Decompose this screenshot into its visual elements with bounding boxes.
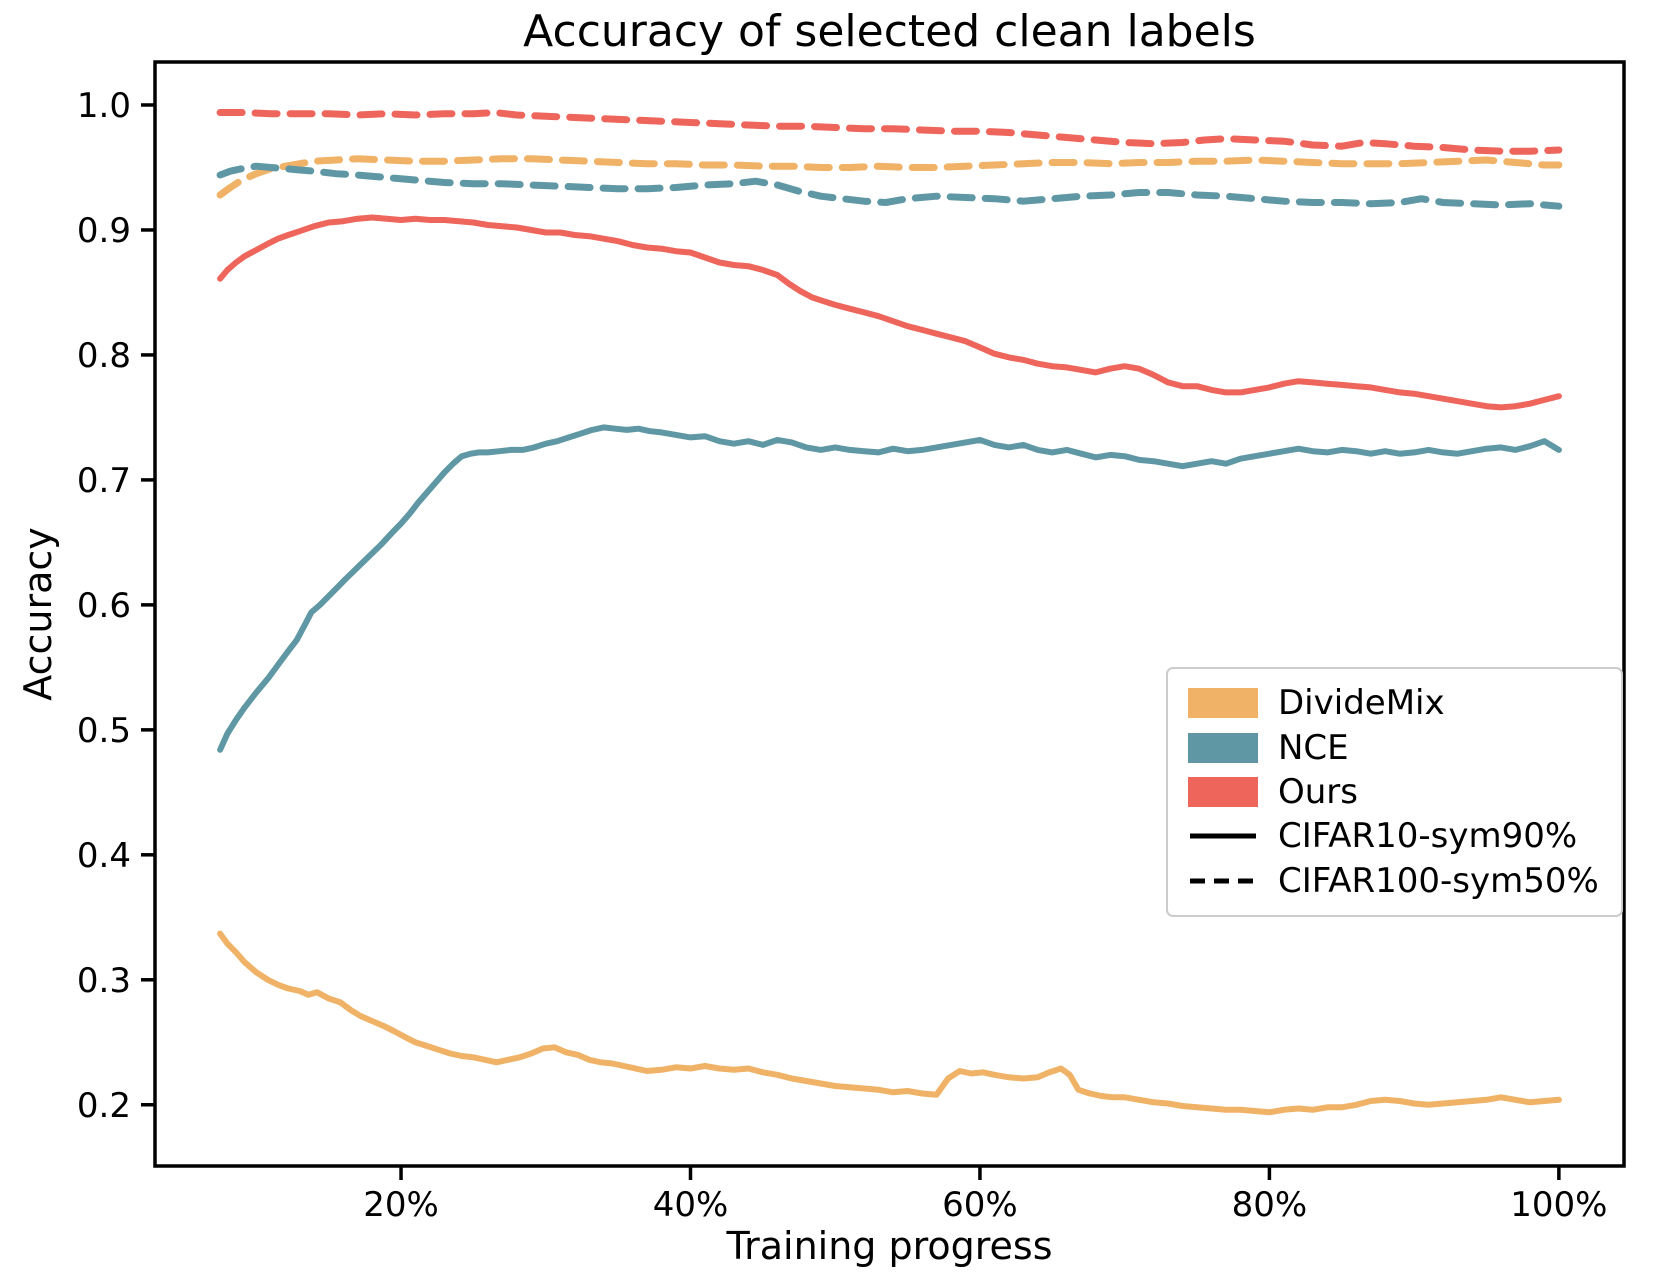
legend-solid-line-icon [1190, 833, 1256, 839]
y-tick-label: 0.7 [77, 461, 131, 501]
legend-label-ours: Ours [1278, 772, 1359, 813]
series-line-nce-cifar10sym90 [217, 424, 1562, 753]
x-tick-label: 20% [363, 1185, 439, 1225]
legend-label-cifar100-sym50: CIFAR100-sym50% [1278, 860, 1599, 901]
y-tick-label: 0.4 [77, 836, 131, 876]
chart-title: Accuracy of selected clean labels [523, 6, 1256, 57]
x-axis-label: Training progress [726, 1224, 1053, 1268]
series-line-nce-cifar100sym50 [216, 162, 1563, 210]
y-tick-label: 0.9 [77, 211, 131, 251]
legend-swatch-ours-icon [1188, 777, 1258, 808]
legend-item-nce: NCE [1188, 725, 1599, 769]
series-group [216, 109, 1563, 1116]
x-tick-label: 40% [653, 1185, 729, 1225]
legend: DivideMix NCE Ours CIFAR10-sym90% CIFAR1… [1166, 667, 1623, 917]
legend-item-cifar100-sym50: CIFAR100-sym50% [1188, 859, 1599, 903]
y-tick-label: 0.5 [77, 711, 131, 751]
legend-label-nce: NCE [1278, 727, 1349, 768]
legend-dashed-line-icon [1190, 878, 1256, 884]
series-line-ours-cifar100sym50 [216, 109, 1563, 155]
legend-item-ours: Ours [1188, 770, 1599, 814]
y-tick-label: 0.2 [77, 1086, 131, 1126]
y-tick-label: 0.8 [77, 336, 131, 376]
legend-swatch-rect [1188, 777, 1258, 808]
y-axis-label: Accuracy [16, 527, 60, 701]
legend-item-dividemix: DivideMix [1188, 681, 1599, 725]
x-tick-label: 60% [942, 1185, 1018, 1225]
series-line-dividemix-cifar100sym50 [216, 155, 1563, 199]
x-tick-label: 80% [1232, 1185, 1308, 1225]
legend-label-dividemix: DivideMix [1278, 683, 1445, 724]
y-tick-label: 1.0 [77, 86, 131, 126]
x-tick-label: 100% [1510, 1185, 1607, 1225]
legend-swatch-rect [1188, 732, 1258, 763]
legend-swatch-rect [1188, 688, 1258, 719]
axes-frame [153, 60, 1626, 1168]
y-tick-label: 0.3 [77, 961, 131, 1001]
series-line-dividemix-cifar10sym90 [217, 930, 1562, 1116]
ticks-group: 20% 40% 60% 80% 100% 0.2 0.3 0.4 0.5 0.6 0.7 0.8 0.9… [77, 86, 1608, 1225]
y-tick-label: 0.6 [77, 586, 131, 626]
series-line-ours-cifar10sym90 [217, 214, 1562, 411]
legend-label-cifar10-sym90: CIFAR10-sym90% [1278, 816, 1578, 857]
legend-swatch-dividemix-icon [1188, 688, 1258, 719]
legend-item-cifar10-sym90: CIFAR10-sym90% [1188, 814, 1599, 858]
legend-swatch-nce-icon [1188, 732, 1258, 763]
